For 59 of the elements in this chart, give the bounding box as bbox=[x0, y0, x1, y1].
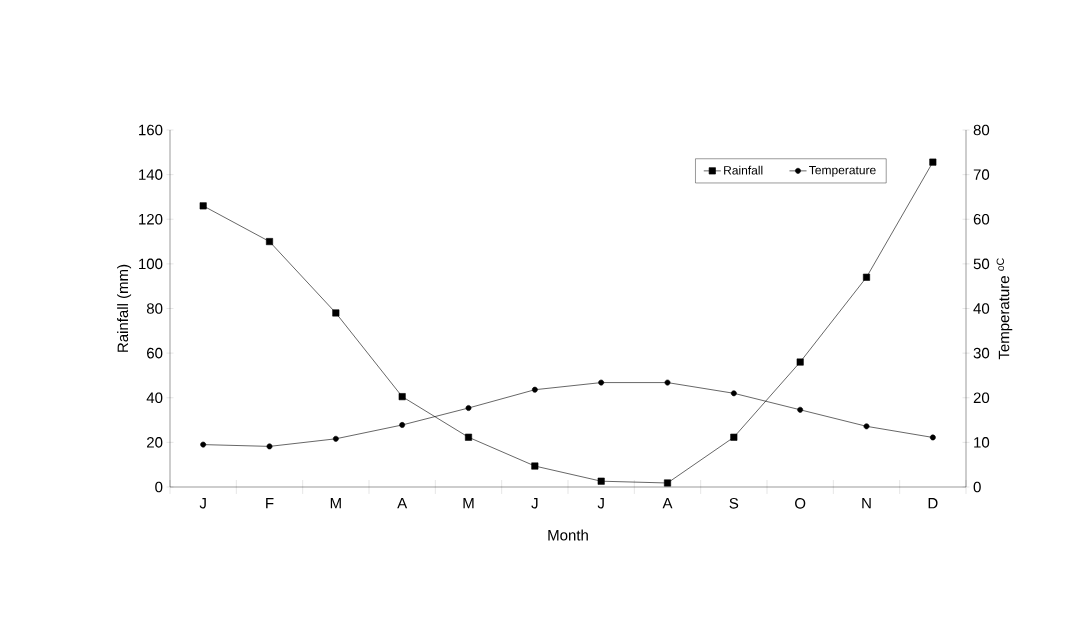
point bbox=[863, 423, 870, 430]
point bbox=[399, 422, 406, 428]
legend-label: Temperature bbox=[809, 165, 876, 177]
x-axis-title: Month bbox=[548, 529, 588, 541]
y2-tick-label: 60 bbox=[973, 213, 990, 225]
y-tick-label: 0 bbox=[155, 481, 163, 493]
x-tick-label: N bbox=[862, 498, 871, 509]
y2-tick-label: 10 bbox=[974, 437, 990, 448]
y-axis-title: Rainfall (mm) bbox=[117, 264, 132, 352]
x-tick-label: D bbox=[928, 498, 938, 509]
x-tick-label: A bbox=[397, 498, 408, 509]
y-tick-label: 160 bbox=[139, 124, 163, 136]
y2-tick-label: 40 bbox=[973, 303, 990, 314]
point bbox=[597, 477, 605, 485]
y2-tick-label: 80 bbox=[973, 124, 990, 136]
point bbox=[598, 379, 605, 386]
x-tick-label: O bbox=[795, 498, 806, 509]
y-tick-label: 120 bbox=[139, 213, 163, 225]
x-tick-label: F bbox=[266, 498, 274, 509]
point bbox=[664, 379, 671, 386]
point bbox=[266, 238, 273, 246]
y-tick-label: 60 bbox=[147, 347, 163, 359]
y-tick-label: 100 bbox=[139, 258, 163, 270]
x-tick-label: J bbox=[531, 498, 538, 509]
y-tick-label: 80 bbox=[146, 303, 163, 314]
y-tick-label: 140 bbox=[139, 169, 163, 180]
x-tick-label: J bbox=[597, 498, 604, 509]
y2-tick-label: 70 bbox=[973, 169, 990, 180]
y-tick-label: 40 bbox=[146, 392, 163, 404]
legend-label: Rainfall bbox=[724, 165, 763, 175]
point bbox=[531, 462, 539, 470]
point bbox=[332, 309, 340, 317]
point bbox=[200, 441, 207, 448]
x-tick-label: A bbox=[662, 498, 673, 509]
x-tick-label: S bbox=[729, 498, 739, 509]
point bbox=[797, 406, 804, 413]
point bbox=[863, 273, 871, 281]
point bbox=[796, 358, 804, 366]
y2-tick-label: 30 bbox=[973, 347, 990, 359]
point bbox=[730, 433, 738, 441]
point bbox=[465, 433, 472, 441]
point bbox=[664, 479, 672, 487]
point bbox=[929, 158, 937, 166]
y2-tick-label: 0 bbox=[973, 481, 981, 493]
y2-axis-title: Temperature $^{oC}$ bbox=[996, 258, 1013, 360]
point bbox=[332, 435, 339, 442]
x-tick-label: M bbox=[330, 498, 341, 509]
y-tick-label: 20 bbox=[147, 437, 163, 448]
point bbox=[266, 443, 273, 450]
x-tick-label: M bbox=[463, 498, 474, 509]
y2-tick-label: 20 bbox=[973, 392, 990, 404]
x-tick-label: J bbox=[199, 498, 206, 509]
point bbox=[531, 386, 538, 393]
point bbox=[929, 434, 936, 441]
point bbox=[730, 390, 737, 397]
y2-tick-label: 50 bbox=[973, 258, 990, 270]
point bbox=[398, 393, 406, 401]
point bbox=[465, 405, 472, 411]
point bbox=[199, 202, 207, 210]
